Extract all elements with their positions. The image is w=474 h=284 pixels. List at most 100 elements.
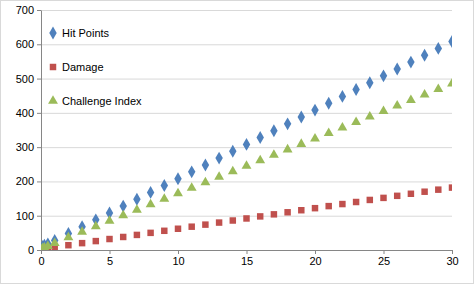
point <box>214 171 224 180</box>
point <box>366 76 373 89</box>
point <box>159 193 169 202</box>
y-tick: 100 <box>16 210 41 222</box>
point <box>283 144 293 153</box>
plot: 0100200300400500600700051015202530Hit Po… <box>16 4 459 267</box>
point <box>407 56 414 69</box>
point <box>50 237 60 246</box>
point <box>173 188 183 197</box>
x-tick: 30 <box>446 250 458 267</box>
grid-line <box>41 181 452 182</box>
x-tick: 25 <box>378 250 390 267</box>
series <box>41 184 452 250</box>
point <box>175 226 181 232</box>
y-tick: 700 <box>16 4 41 16</box>
point <box>257 213 263 219</box>
point <box>255 155 265 164</box>
point <box>380 69 387 82</box>
grid-line <box>41 44 452 45</box>
x-tick-mark <box>110 250 111 254</box>
point <box>420 89 430 98</box>
point <box>243 215 249 221</box>
point <box>337 122 347 131</box>
point <box>296 138 306 147</box>
point <box>91 221 101 230</box>
point <box>256 131 263 144</box>
point <box>147 230 153 236</box>
x-tick: 10 <box>172 250 184 267</box>
point <box>270 124 277 137</box>
point <box>271 211 277 217</box>
legend-label: Damage <box>62 61 104 73</box>
point <box>269 149 279 158</box>
point <box>393 63 400 76</box>
grid-line <box>41 10 452 11</box>
x-tick-mark <box>315 250 316 254</box>
point <box>448 35 452 48</box>
legend-item: Challenge Index <box>48 95 142 107</box>
point <box>120 234 126 240</box>
point <box>228 166 238 175</box>
legend-label: Hit Points <box>62 27 110 39</box>
x-tick-mark <box>41 250 42 254</box>
point <box>284 209 290 215</box>
point <box>118 210 128 219</box>
y-tick-label: 400 <box>16 107 34 119</box>
y-tick-mark <box>37 147 41 148</box>
point <box>79 240 85 246</box>
y-tick-label: 100 <box>16 210 34 222</box>
point <box>408 191 414 197</box>
point <box>365 111 375 120</box>
point <box>187 182 197 191</box>
point <box>105 215 115 224</box>
point <box>229 145 236 158</box>
grid <box>41 11 452 251</box>
y-tick-mark <box>37 10 41 11</box>
y-tick: 400 <box>16 107 41 119</box>
point <box>174 172 181 185</box>
point <box>298 111 305 124</box>
point <box>243 138 250 151</box>
point <box>188 165 195 178</box>
y-axis-line <box>41 11 42 251</box>
point <box>421 188 427 194</box>
grid-line <box>41 113 452 114</box>
x-tick-label: 30 <box>446 255 458 267</box>
y-tick: 600 <box>16 38 41 50</box>
series <box>41 78 452 250</box>
legend: Hit Points Damage Challenge Index <box>48 27 142 107</box>
point <box>352 83 359 96</box>
x-tick-mark <box>452 250 453 254</box>
y-tick-label: 0 <box>28 244 34 256</box>
point <box>284 117 291 130</box>
point <box>312 205 318 211</box>
y-tick-mark <box>37 250 41 251</box>
series <box>41 35 452 250</box>
point <box>133 193 140 206</box>
point <box>392 100 402 109</box>
point <box>367 197 373 203</box>
point <box>406 94 416 103</box>
legend-marker <box>49 27 56 40</box>
y-tick-mark <box>37 181 41 182</box>
point <box>447 78 452 87</box>
chart-border <box>1 1 474 284</box>
x-tick-mark <box>247 250 248 254</box>
point <box>146 199 156 208</box>
point <box>339 201 345 207</box>
point <box>132 204 142 213</box>
y-tick-mark <box>37 44 41 45</box>
point <box>230 217 236 223</box>
point <box>325 203 331 209</box>
x-tick-label: 5 <box>107 255 113 267</box>
x-tick: 5 <box>107 250 113 267</box>
point <box>351 116 361 125</box>
point <box>310 133 320 142</box>
grid-line <box>41 79 452 80</box>
legend-marker <box>48 95 58 104</box>
y-tick-label: 500 <box>16 73 34 85</box>
point <box>353 199 359 205</box>
point <box>379 105 389 114</box>
point <box>202 221 208 227</box>
point <box>202 159 209 172</box>
point <box>394 193 400 199</box>
